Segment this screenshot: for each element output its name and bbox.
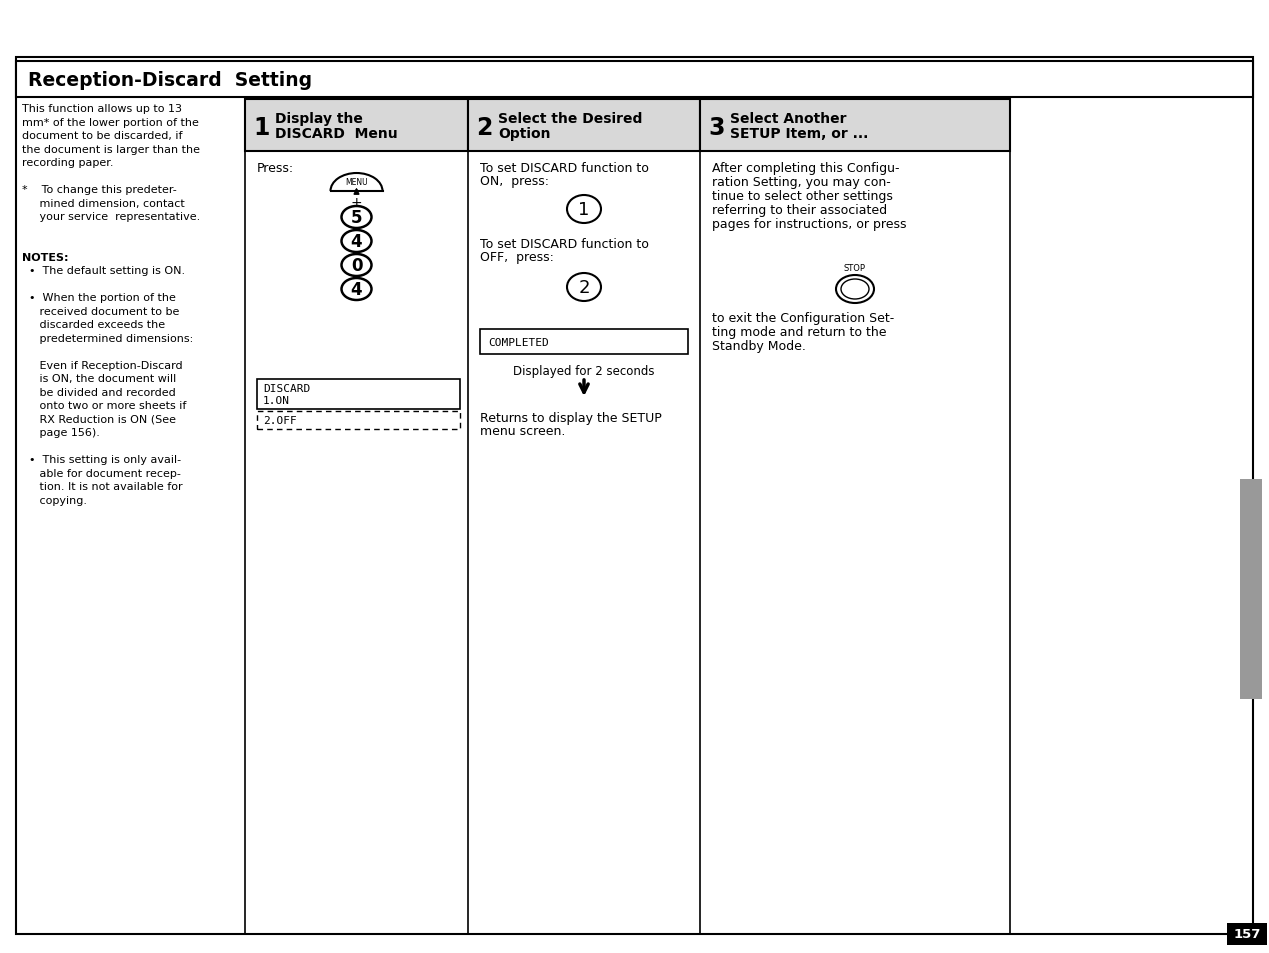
Text: 4: 4 <box>350 233 363 251</box>
Text: Press:: Press: <box>258 162 294 174</box>
Text: menu screen.: menu screen. <box>480 424 566 437</box>
Text: 3: 3 <box>708 116 725 140</box>
Text: NOTES:: NOTES: <box>22 253 69 262</box>
Bar <box>1227 923 1266 945</box>
Text: +: + <box>350 225 363 239</box>
Text: the document is larger than the: the document is larger than the <box>22 144 201 154</box>
Text: mm* of the lower portion of the: mm* of the lower portion of the <box>22 117 199 128</box>
Text: Even if Reception-Discard: Even if Reception-Discard <box>22 360 183 370</box>
Text: Returns to display the SETUP: Returns to display the SETUP <box>480 412 661 424</box>
Text: SETUP Item, or ...: SETUP Item, or ... <box>730 127 868 141</box>
Ellipse shape <box>341 231 372 253</box>
Text: 5: 5 <box>350 209 362 227</box>
Ellipse shape <box>567 274 602 302</box>
Bar <box>258 379 459 410</box>
Text: +: + <box>350 195 363 210</box>
Text: recording paper.: recording paper. <box>22 158 113 168</box>
Text: +: + <box>350 249 363 263</box>
Text: 2: 2 <box>579 278 590 296</box>
Ellipse shape <box>341 278 372 301</box>
Text: referring to their associated: referring to their associated <box>712 204 887 216</box>
Text: pages for instructions, or press: pages for instructions, or press <box>712 218 906 231</box>
Bar <box>258 412 459 430</box>
Text: mined dimension, contact: mined dimension, contact <box>22 198 185 209</box>
Bar <box>16 62 1253 98</box>
Text: is ON, the document will: is ON, the document will <box>22 374 176 384</box>
Text: Select Another: Select Another <box>730 112 846 126</box>
Text: ting mode and return to the: ting mode and return to the <box>712 326 887 338</box>
Text: Display the: Display the <box>275 112 363 126</box>
Text: 1: 1 <box>579 201 590 219</box>
Text: ON,  press:: ON, press: <box>480 174 549 188</box>
Bar <box>700 100 1010 152</box>
Text: To set DISCARD function to: To set DISCARD function to <box>480 162 648 174</box>
Text: After completing this Configu-: After completing this Configu- <box>712 162 900 174</box>
Ellipse shape <box>836 275 874 304</box>
Text: Reception-Discard  Setting: Reception-Discard Setting <box>28 71 312 90</box>
Text: 2.OFF: 2.OFF <box>263 416 297 426</box>
Text: Option: Option <box>497 127 551 141</box>
Text: to exit the Configuration Set-: to exit the Configuration Set- <box>712 312 895 325</box>
Text: COMPLETED: COMPLETED <box>489 337 548 347</box>
Text: •  When the portion of the: • When the portion of the <box>22 293 176 303</box>
Text: STOP: STOP <box>844 263 865 273</box>
Text: tion. It is not available for: tion. It is not available for <box>22 481 183 492</box>
Text: able for document recep-: able for document recep- <box>22 468 181 478</box>
Text: onto two or more sheets if: onto two or more sheets if <box>22 400 187 411</box>
Ellipse shape <box>567 195 602 224</box>
Text: copying.: copying. <box>22 495 88 505</box>
Text: This function allows up to 13: This function allows up to 13 <box>22 104 181 113</box>
Ellipse shape <box>841 280 869 299</box>
Text: 157: 157 <box>1233 927 1260 941</box>
Text: 4: 4 <box>350 281 363 298</box>
Text: 0: 0 <box>350 256 362 274</box>
Text: received document to be: received document to be <box>22 306 179 316</box>
Text: discarded exceeds the: discarded exceeds the <box>22 319 165 330</box>
Text: DISCARD: DISCARD <box>263 384 310 394</box>
Text: *    To change this predeter-: * To change this predeter- <box>22 185 176 194</box>
Text: 1.ON: 1.ON <box>263 395 291 406</box>
Text: tinue to select other settings: tinue to select other settings <box>712 190 893 203</box>
Text: •  The default setting is ON.: • The default setting is ON. <box>22 266 185 275</box>
Ellipse shape <box>341 207 372 229</box>
Text: Displayed for 2 seconds: Displayed for 2 seconds <box>513 365 655 377</box>
Text: •  This setting is only avail-: • This setting is only avail- <box>22 455 181 464</box>
Text: page 156).: page 156). <box>22 428 100 437</box>
Text: be divided and recorded: be divided and recorded <box>22 387 175 397</box>
Text: predetermined dimensions:: predetermined dimensions: <box>22 334 193 343</box>
Text: DISCARD  Menu: DISCARD Menu <box>275 127 397 141</box>
Text: To set DISCARD function to: To set DISCARD function to <box>480 237 648 251</box>
Text: ration Setting, you may con-: ration Setting, you may con- <box>712 175 891 189</box>
Text: 1: 1 <box>253 116 269 140</box>
Text: RX Reduction is ON (See: RX Reduction is ON (See <box>22 414 176 424</box>
Text: MENU: MENU <box>345 177 368 186</box>
Text: OFF,  press:: OFF, press: <box>480 251 553 264</box>
Text: your service  representative.: your service representative. <box>22 212 201 222</box>
Text: Select the Desired: Select the Desired <box>497 112 642 126</box>
Text: document to be discarded, if: document to be discarded, if <box>22 131 183 141</box>
Bar <box>480 330 688 355</box>
Ellipse shape <box>341 254 372 276</box>
Text: +: + <box>350 273 363 287</box>
Text: 2: 2 <box>476 116 492 140</box>
Bar <box>1240 479 1261 700</box>
Bar <box>468 100 700 152</box>
Bar <box>245 100 468 152</box>
Text: Standby Mode.: Standby Mode. <box>712 339 806 353</box>
